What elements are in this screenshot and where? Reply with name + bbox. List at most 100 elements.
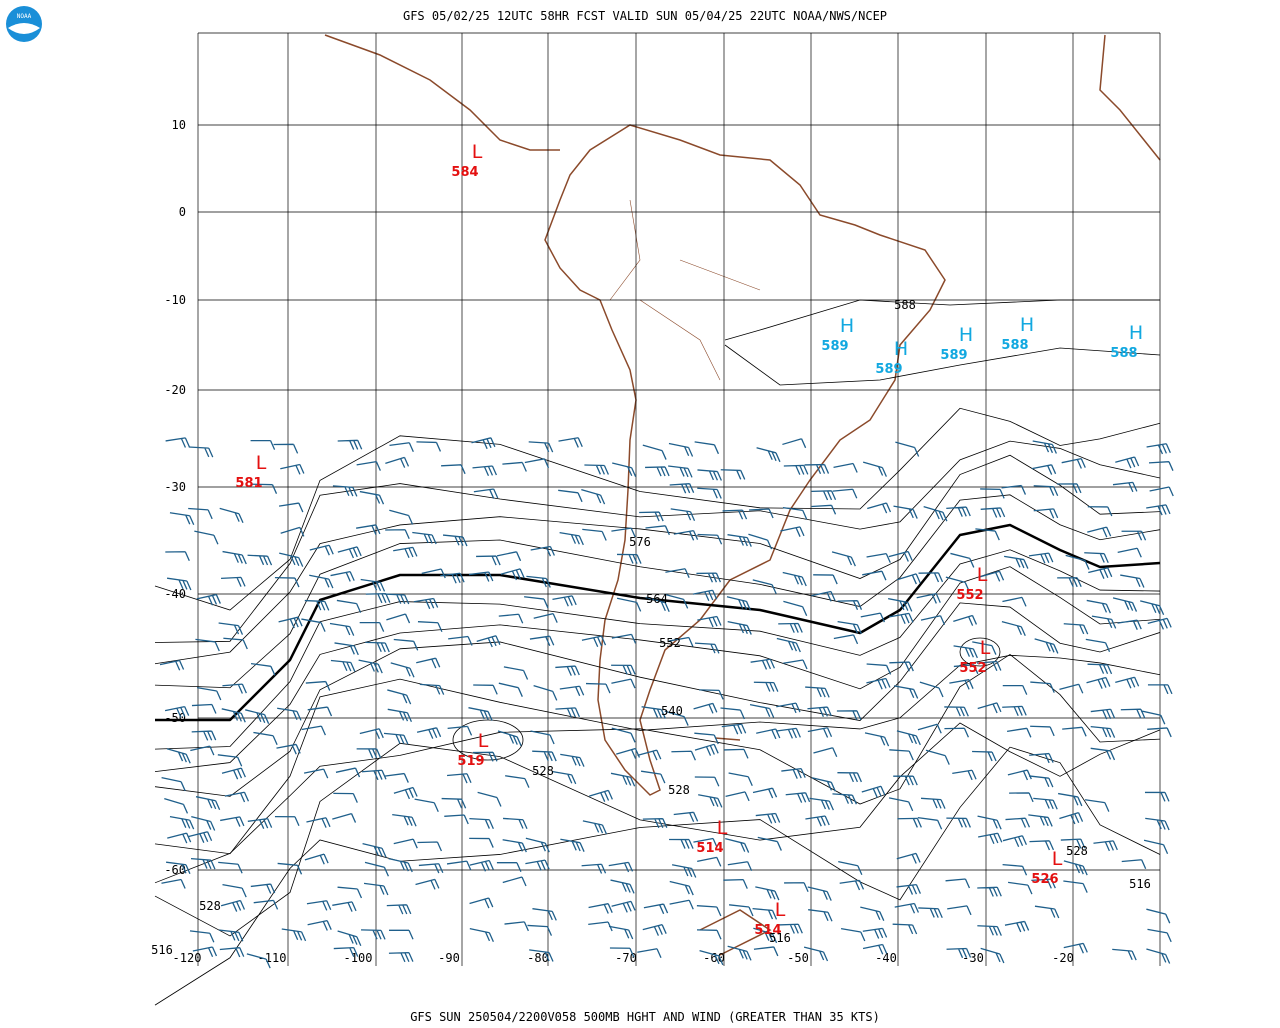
wind-barb: [610, 772, 636, 787]
wind-barb: [944, 727, 970, 738]
wind-barb: [498, 613, 524, 624]
wind-barb: [337, 439, 363, 450]
contour-label: 552: [659, 636, 681, 650]
wind-barb: [836, 710, 862, 721]
wind-barb: [253, 899, 279, 910]
wind-barb: [1002, 835, 1027, 847]
wind-barb: [413, 597, 439, 610]
wind-barb: [776, 702, 801, 714]
wind-barb: [783, 600, 808, 617]
wind-barb: [694, 776, 720, 787]
wind-barb: [694, 743, 719, 756]
wind-barb: [476, 635, 501, 648]
wind-barb: [218, 622, 244, 635]
wind-barb: [749, 508, 774, 519]
height-contour: [154, 746, 1161, 1006]
wind-barb: [476, 555, 501, 566]
wind-barb: [589, 789, 613, 802]
wind-barb: [330, 659, 356, 672]
wind-barb: [307, 706, 333, 717]
wind-barb: [332, 485, 358, 497]
wind-barb: [529, 635, 555, 647]
wind-barb: [533, 684, 558, 701]
contour-label: 516: [1129, 877, 1151, 891]
contour-label: 564: [646, 592, 668, 606]
wind-barb: [356, 524, 381, 535]
logo-wave: [8, 23, 40, 34]
wind-barb: [893, 505, 918, 519]
wind-barb: [496, 551, 522, 562]
wind-barb: [301, 725, 326, 736]
wind-barb: [949, 679, 974, 690]
system-symbol: L: [980, 637, 991, 659]
height-contour: [154, 454, 1161, 665]
wind-barb: [673, 811, 699, 823]
wind-barb: [727, 534, 752, 547]
wind-barb: [696, 905, 722, 917]
wind-barb: [582, 528, 607, 541]
wind-barb: [390, 662, 415, 678]
wind-barb: [813, 747, 838, 757]
wind-barb: [669, 636, 694, 647]
wind-barb: [525, 837, 550, 853]
wind-barb: [699, 950, 724, 966]
wind-barb: [697, 856, 722, 867]
wind-barb: [166, 748, 191, 764]
wind-barb: [752, 907, 778, 920]
wind-barb: [469, 927, 494, 943]
wind-barb: [224, 791, 250, 803]
wind-barb: [307, 920, 332, 931]
wind-barb: [639, 511, 664, 522]
wind-barb: [555, 707, 581, 718]
wind-barb: [1030, 725, 1055, 737]
wind-barb: [645, 525, 670, 536]
wind-barb: [220, 816, 245, 827]
system-value: 552: [956, 588, 983, 603]
wind-barb: [278, 616, 303, 629]
wind-barb: [333, 792, 358, 803]
system-symbol: L: [1052, 848, 1063, 870]
lat-label: -60: [164, 863, 186, 877]
wind-barb: [446, 860, 472, 871]
low-contour: [959, 637, 1001, 667]
wind-barb: [190, 745, 215, 756]
height-contour: [154, 440, 1161, 643]
wind-barb: [1002, 684, 1028, 695]
wind-barb: [558, 489, 583, 503]
wind-barb: [559, 685, 585, 697]
wind-barb: [866, 552, 891, 563]
wind-barb: [1063, 942, 1088, 954]
wind-barb: [783, 464, 809, 475]
wind-barb: [417, 621, 443, 632]
wind-barb: [1117, 619, 1142, 630]
system-symbol: L: [256, 452, 267, 474]
wind-barb: [252, 483, 278, 494]
wind-barb: [530, 545, 555, 557]
wind-barb: [1121, 530, 1147, 541]
wind-barb: [833, 462, 858, 473]
wind-barb: [392, 814, 417, 827]
header-title: GFS 05/02/25 12UTC 58HR FCST VALID SUN 0…: [403, 9, 887, 23]
wind-barb: [363, 882, 389, 896]
wind-barb: [697, 487, 722, 499]
wind-barb: [223, 637, 248, 650]
system-value: 584: [451, 165, 478, 180]
wind-barb: [524, 596, 549, 609]
wind-barb: [1001, 621, 1026, 637]
wind-barb: [1063, 880, 1088, 893]
wind-barb: [1146, 504, 1171, 516]
wind-barb: [222, 883, 247, 898]
wind-barb: [611, 900, 636, 913]
wind-barb: [218, 861, 243, 874]
wind-barb: [1087, 663, 1113, 675]
wind-barb: [417, 841, 443, 852]
wind-barb: [811, 490, 837, 501]
wind-barb: [161, 777, 186, 792]
wind-barb: [946, 817, 971, 828]
wind-barb: [1121, 859, 1147, 869]
wind-barb: [611, 527, 636, 538]
wind-barb: [784, 882, 809, 892]
lon-label: -40: [875, 951, 897, 965]
wind-barb: [723, 748, 749, 759]
wind-barb: [384, 593, 410, 605]
